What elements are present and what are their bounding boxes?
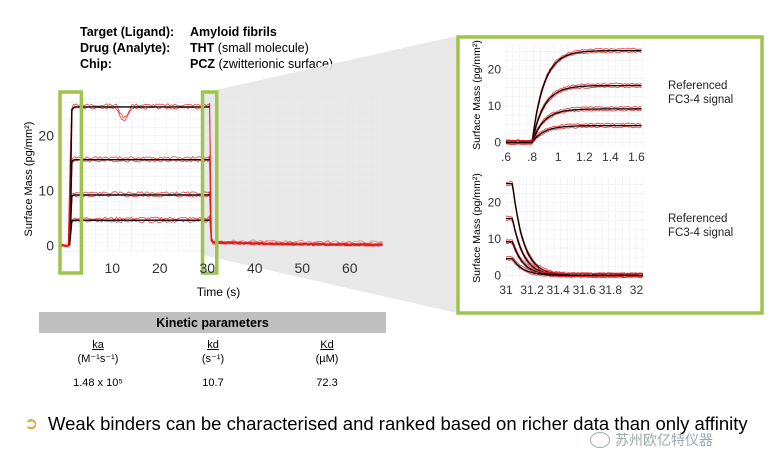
main-y-tick-label: 0 bbox=[46, 238, 54, 254]
main-fit-line bbox=[68, 106, 210, 246]
inset-x-tick-label: 31.8 bbox=[599, 283, 623, 297]
main-x-tick-label: 50 bbox=[294, 260, 310, 276]
drug-value: THT bbox=[190, 41, 215, 55]
inset-y-tick-label: 10 bbox=[488, 99, 502, 113]
inset-x-tick-label: 1.4 bbox=[602, 150, 619, 164]
drug-note: (small molecule) bbox=[217, 41, 309, 55]
inset-annotation-line2: FC3-4 signal bbox=[668, 94, 733, 106]
inset-x-tick-label: .8 bbox=[527, 150, 537, 164]
kinetic-col-kd: kd (s⁻¹) 10.7 bbox=[163, 338, 263, 390]
inset-fit-line bbox=[506, 124, 642, 144]
kd-name: kd bbox=[207, 339, 219, 351]
inset-y-tick-label: 0 bbox=[494, 268, 501, 282]
inset-fit-line bbox=[506, 257, 643, 277]
target-label: Target (Ligand): bbox=[80, 25, 175, 39]
inset-x-tick-label: 31 bbox=[499, 283, 513, 297]
ka-value: 1.48 x 10⁵ bbox=[73, 377, 123, 389]
kd-unit: (s⁻¹) bbox=[201, 353, 225, 365]
zoom-inset-panel bbox=[456, 35, 764, 315]
Kd-value: 72.3 bbox=[316, 377, 338, 389]
wechat-icon bbox=[590, 432, 610, 448]
main-x-tick-label: 60 bbox=[342, 260, 358, 276]
inset-x-tick-label: 32 bbox=[630, 283, 644, 297]
main-x-tick-label: 40 bbox=[247, 260, 263, 276]
kinetic-parameters-header: Kinetic parameters bbox=[39, 312, 386, 333]
main-y-axis-label: Surface Mass (pg/mm²) bbox=[23, 122, 35, 237]
watermark-text: 苏州欧亿特仪器 bbox=[615, 432, 713, 448]
main-dissociation-tail bbox=[211, 240, 384, 245]
chip-value: PCZ bbox=[190, 57, 215, 71]
main-y-tick-label: 20 bbox=[38, 128, 54, 144]
inset-y-tick-label: 10 bbox=[488, 232, 502, 246]
Kd-name: Kd bbox=[320, 339, 334, 351]
zoom-connector-area bbox=[202, 36, 457, 313]
inset-x-tick-label: 1.6 bbox=[628, 150, 645, 164]
inset-x-tick-label: 31.6 bbox=[573, 283, 597, 297]
inset-y-axis-label: Surface Mass (pg/mm²) bbox=[471, 40, 483, 150]
watermark: 苏州欧亿特仪器 bbox=[590, 430, 713, 450]
main-dissociation-tail bbox=[211, 241, 384, 246]
kinetic-col-ka: ka (M⁻¹s⁻¹) 1.48 x 10⁵ bbox=[48, 338, 148, 390]
inset-data-line bbox=[505, 85, 642, 146]
inset-x-tick-label: 31.2 bbox=[520, 283, 544, 297]
experiment-info: Target (Ligand): Amyloid fibrils Drug (A… bbox=[80, 24, 333, 72]
bullet-text: Weak binders can be characterised and ra… bbox=[48, 413, 748, 434]
inset-y-tick-label: 20 bbox=[488, 63, 502, 77]
main-fit-line bbox=[68, 158, 210, 246]
main-fit-line bbox=[68, 219, 210, 246]
target-row: Target (Ligand): Amyloid fibrils bbox=[80, 24, 333, 40]
highlight-window bbox=[200, 90, 219, 275]
inset-y-tick-label: 0 bbox=[494, 135, 501, 149]
drug-row: Drug (Analyte): THT (small molecule) bbox=[80, 40, 333, 56]
inset-x-tick-label: 1.2 bbox=[576, 150, 593, 164]
main-y-tick-label: 10 bbox=[38, 183, 54, 199]
inset-y-axis-label: Surface Mass (pg/mm²) bbox=[471, 173, 483, 283]
inset-data-line bbox=[505, 122, 642, 142]
main-x-tick-label: 20 bbox=[152, 260, 168, 276]
kinetic-col-Kd: Kd (µM) 72.3 bbox=[277, 338, 377, 390]
ka-name: ka bbox=[92, 339, 104, 351]
ka-unit: (M⁻¹s⁻¹) bbox=[77, 353, 119, 365]
chip-label: Chip: bbox=[80, 57, 112, 71]
chip-row: Chip: PCZ (zwitterionic surface) bbox=[80, 56, 333, 72]
bullet-arrow-icon: ➲ bbox=[24, 414, 39, 433]
inset-data-line bbox=[505, 259, 644, 279]
inset-annotation-line1: Referenced bbox=[668, 80, 727, 92]
inset-y-tick-label: 20 bbox=[488, 196, 502, 210]
inset-x-tick-label: 31.4 bbox=[547, 283, 571, 297]
chip-note: (zwitterionic surface) bbox=[218, 57, 334, 71]
inset-x-tick-label: .6 bbox=[501, 150, 511, 164]
Kd-unit: (µM) bbox=[315, 353, 339, 365]
inset-annotation-line2: FC3-4 signal bbox=[668, 227, 733, 239]
inset-annotation-line1: Referenced bbox=[668, 213, 727, 225]
target-value: Amyloid fibrils bbox=[190, 25, 277, 39]
main-x-axis-label: Time (s) bbox=[197, 285, 241, 299]
highlight-window bbox=[58, 90, 84, 275]
inset-data-line bbox=[505, 125, 642, 145]
inset-x-tick-label: 1 bbox=[555, 150, 562, 164]
main-x-tick-label: 10 bbox=[104, 260, 120, 276]
main-x-tick-label: 30 bbox=[199, 260, 215, 276]
inset-data-line bbox=[505, 238, 644, 275]
inset-data-line bbox=[505, 255, 644, 275]
main-fit-line bbox=[68, 194, 210, 246]
kd-value: 10.7 bbox=[202, 377, 224, 389]
main-dissociation-tail bbox=[212, 239, 384, 244]
drug-label: Drug (Analyte): bbox=[80, 41, 171, 55]
